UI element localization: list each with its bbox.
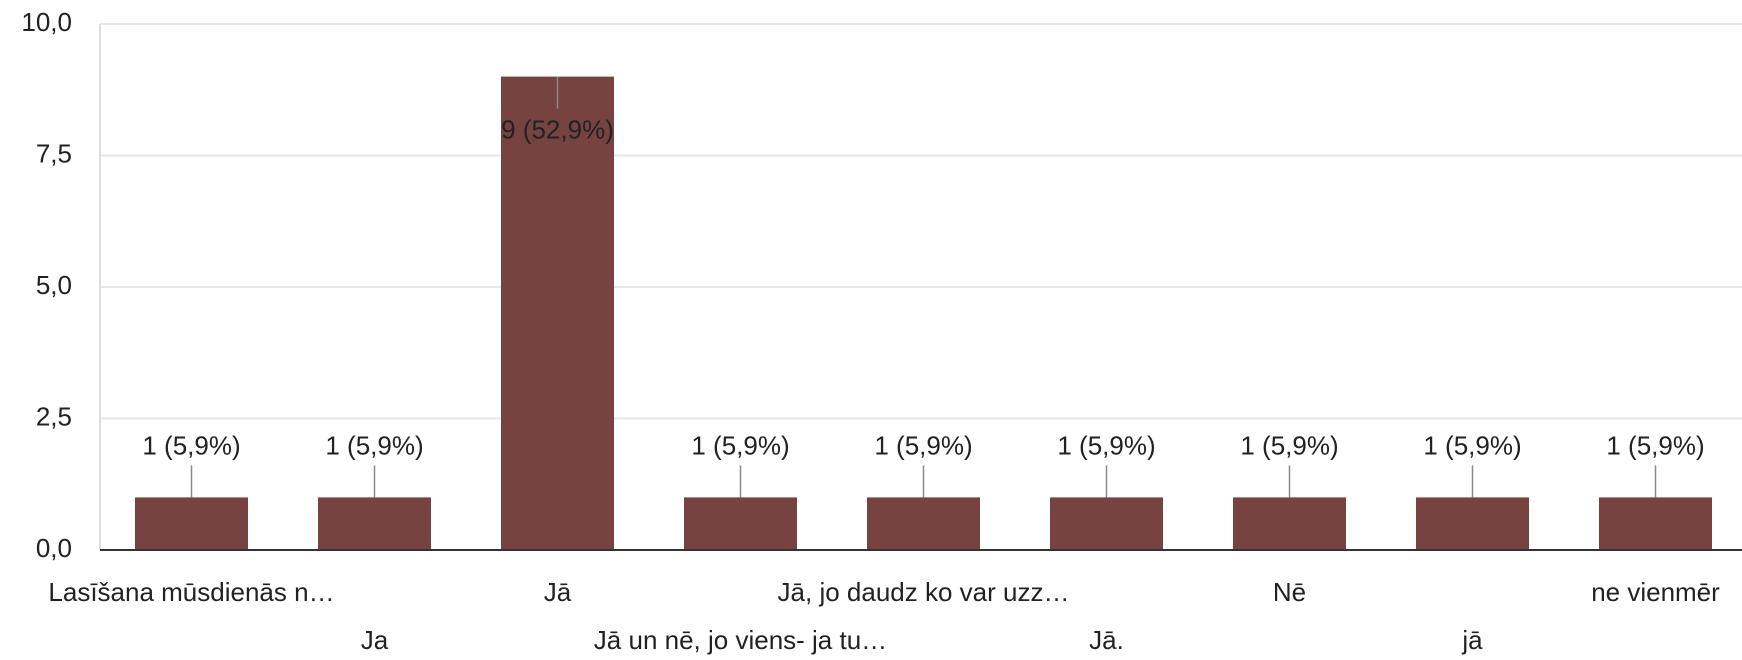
x-tick-label: Ja <box>361 625 389 655</box>
x-tick-label: Lasīšana mūsdienās n… <box>48 577 334 607</box>
y-tick-label: 0,0 <box>36 533 72 563</box>
bar <box>1416 497 1529 550</box>
y-tick-label: 5,0 <box>36 270 72 300</box>
value-label: 1 (5,9%) <box>874 430 972 460</box>
x-tick-label: Jā un nē, jo viens- ja tu… <box>594 625 887 655</box>
x-tick-label: jā <box>1461 625 1483 655</box>
value-label: 1 (5,9%) <box>1423 430 1521 460</box>
value-label: 1 (5,9%) <box>691 430 789 460</box>
value-label: 9 (52,9%) <box>501 114 614 144</box>
value-label: 1 (5,9%) <box>1240 430 1338 460</box>
x-tick-label: Jā, jo daudz ko var uzz… <box>778 577 1070 607</box>
x-tick-label: Nē <box>1273 577 1306 607</box>
value-label: 1 (5,9%) <box>1606 430 1704 460</box>
bar <box>867 497 980 550</box>
bar <box>684 497 797 550</box>
value-label: 1 (5,9%) <box>325 430 423 460</box>
value-label: 1 (5,9%) <box>142 430 240 460</box>
y-tick-label: 7,5 <box>36 138 72 168</box>
x-tick-label: ne vienmēr <box>1591 577 1720 607</box>
bar <box>1050 497 1163 550</box>
bar <box>501 76 614 550</box>
y-tick-label: 10,0 <box>21 7 72 37</box>
bar <box>135 497 248 550</box>
bar <box>318 497 431 550</box>
bar <box>1233 497 1346 550</box>
x-tick-label: Jā. <box>1089 625 1124 655</box>
bar <box>1599 497 1712 550</box>
x-tick-label: Jā <box>544 577 572 607</box>
value-label: 1 (5,9%) <box>1057 430 1155 460</box>
y-tick-label: 2,5 <box>36 401 72 431</box>
